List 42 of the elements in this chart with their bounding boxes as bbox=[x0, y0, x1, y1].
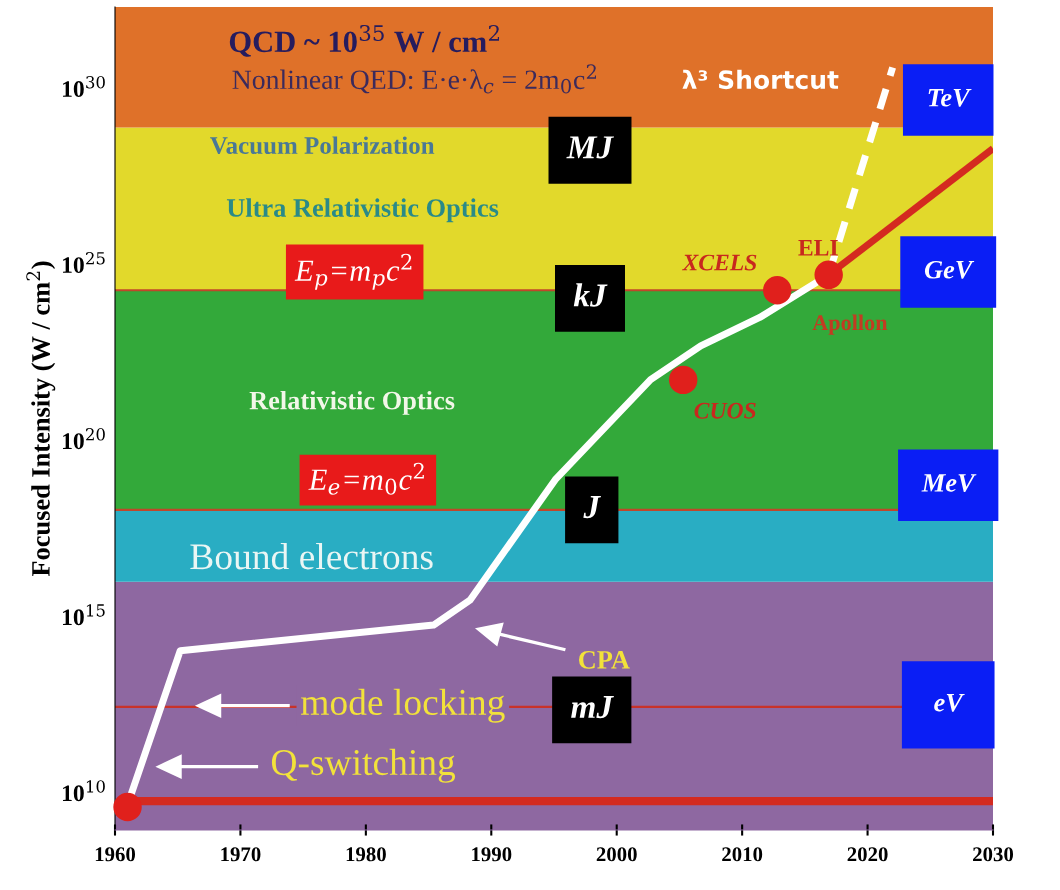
annotation: GeV bbox=[924, 260, 975, 279]
y-tick-label: 10$^{25}$ bbox=[62, 252, 105, 274]
annotation: Ultra Relativistic Optics bbox=[226, 198, 499, 223]
annotation: CUOS bbox=[694, 402, 756, 419]
x-tick-label: 1970 bbox=[221, 847, 261, 862]
annotation: mode locking bbox=[301, 688, 505, 723]
annotation: TeV bbox=[928, 89, 972, 107]
x-tick-label: 1980 bbox=[346, 847, 386, 862]
y-tick-label: 10$^{15}$ bbox=[62, 604, 105, 626]
x-tick-label: 1960 bbox=[95, 847, 136, 862]
y-tick-label: 10$^{30}$ bbox=[62, 75, 105, 98]
annotation: Relativistic Optics bbox=[249, 390, 455, 415]
y-tick-label: 10$^{10}$ bbox=[62, 780, 105, 802]
annotation: MeV bbox=[921, 474, 977, 492]
x-tick-label: 2030 bbox=[973, 847, 1014, 862]
annotation: Apollon bbox=[812, 314, 888, 335]
y-axis-title: Focused Intensity (W / cm$^{2}$) bbox=[26, 261, 56, 577]
annotation: XCELS bbox=[681, 254, 757, 271]
annotation: mJ bbox=[571, 696, 614, 719]
annotation: Q-switching bbox=[271, 748, 456, 783]
annotation: E$_{p}$=m$_{p}$c$^{2}$ bbox=[294, 253, 412, 290]
point bbox=[113, 792, 142, 822]
annotation: Nonlinear QED: E·e·λ$_{c}$ = 2m$_{0}$c$^{2}$ bbox=[232, 64, 596, 94]
y-tick-label: 10$^{20}$ bbox=[62, 428, 105, 450]
point bbox=[814, 260, 843, 290]
point bbox=[763, 275, 792, 305]
annotation: eV bbox=[934, 693, 965, 712]
annotation: Bound electrons bbox=[190, 543, 433, 570]
x-tick-label: 1990 bbox=[472, 847, 512, 862]
annotation: CPA bbox=[579, 650, 630, 669]
point bbox=[668, 365, 698, 395]
x-tick-label: 2000 bbox=[596, 847, 637, 862]
annotation: E$_{e}$=m$_{0}$c$^{2}$ bbox=[308, 462, 424, 495]
annotation: Vacuum Polarization bbox=[210, 136, 435, 155]
annotation: J bbox=[583, 496, 601, 519]
annotation: ELI bbox=[798, 240, 838, 256]
annotation: QCD ~ 10$^{35}$ W / cm$^{2}$ bbox=[229, 24, 500, 57]
x-tick-label: 2020 bbox=[847, 847, 888, 862]
x-tick-label: 2010 bbox=[722, 847, 763, 862]
annotation: λ³ Shortcut bbox=[682, 69, 839, 90]
annotation: kJ bbox=[573, 283, 608, 307]
annotation: MJ bbox=[566, 136, 615, 159]
